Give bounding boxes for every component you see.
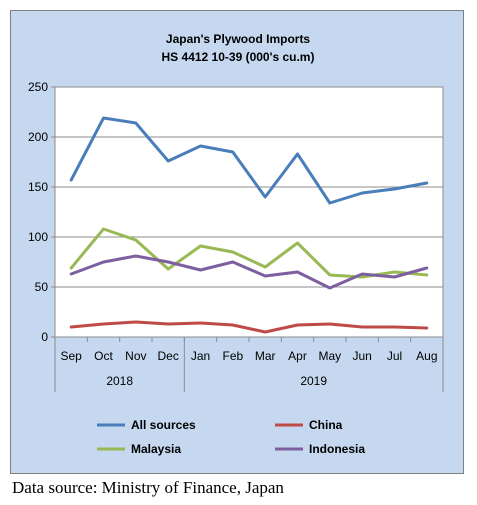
series-line-malaysia xyxy=(69,227,429,279)
plywood-imports-chart: Japan's Plywood Imports HS 4412 10-39 (0… xyxy=(28,32,444,456)
chart-frame: Japan's Plywood Imports HS 4412 10-39 (0… xyxy=(10,10,464,474)
x-tick-label-oct: Oct xyxy=(94,349,113,363)
y-tick-label-0: 0 xyxy=(41,330,48,344)
y-tick-label-250: 250 xyxy=(28,80,48,94)
data-source-note: Data source: Ministry of Finance, Japan xyxy=(12,478,284,497)
year-label-2018: 2018 xyxy=(106,374,133,388)
grid-layer xyxy=(55,136,443,288)
x-tick-label-apr: Apr xyxy=(288,349,307,363)
series-layer xyxy=(69,116,429,334)
series-line-china xyxy=(69,320,429,334)
legend-label-china: China xyxy=(309,418,343,432)
chart-title-line-2: HS 4412 10-39 (000's cu.m) xyxy=(162,50,315,64)
series-line-indonesia xyxy=(69,254,429,290)
series-line-all-sources xyxy=(69,116,429,205)
legend-label-indonesia: Indonesia xyxy=(309,442,365,456)
x-tick-label-may: May xyxy=(318,349,341,363)
x-tick-label-nov: Nov xyxy=(125,349,146,363)
legend-label-all-sources: All sources xyxy=(131,418,196,432)
x-tick-label-mar: Mar xyxy=(255,349,276,363)
chart-title-line-1: Japan's Plywood Imports xyxy=(166,32,311,46)
x-tick-label-aug: Aug xyxy=(416,349,437,363)
plot-area xyxy=(54,86,444,338)
x-tick-label-jun: Jun xyxy=(352,349,371,363)
x-tick-label-sep: Sep xyxy=(60,349,82,363)
y-tick-label-100: 100 xyxy=(28,230,48,244)
legend: All sources China Malaysia Indonesia xyxy=(97,418,365,456)
year-label-2019: 2019 xyxy=(300,374,327,388)
legend-label-malaysia: Malaysia xyxy=(131,442,181,456)
axis-layer: 0 50 100 150 200 250 Sep Oct Nov Dec Jan Feb Mar Apr M… xyxy=(28,80,444,392)
x-tick-label-feb: Feb xyxy=(222,349,243,363)
y-tick-label-150: 150 xyxy=(28,180,48,194)
x-tick-label-jan: Jan xyxy=(191,349,210,363)
x-tick-label-jul: Jul xyxy=(387,349,402,363)
x-tick-label-dec: Dec xyxy=(157,349,178,363)
y-tick-label-50: 50 xyxy=(35,280,49,294)
y-tick-label-200: 200 xyxy=(28,130,48,144)
